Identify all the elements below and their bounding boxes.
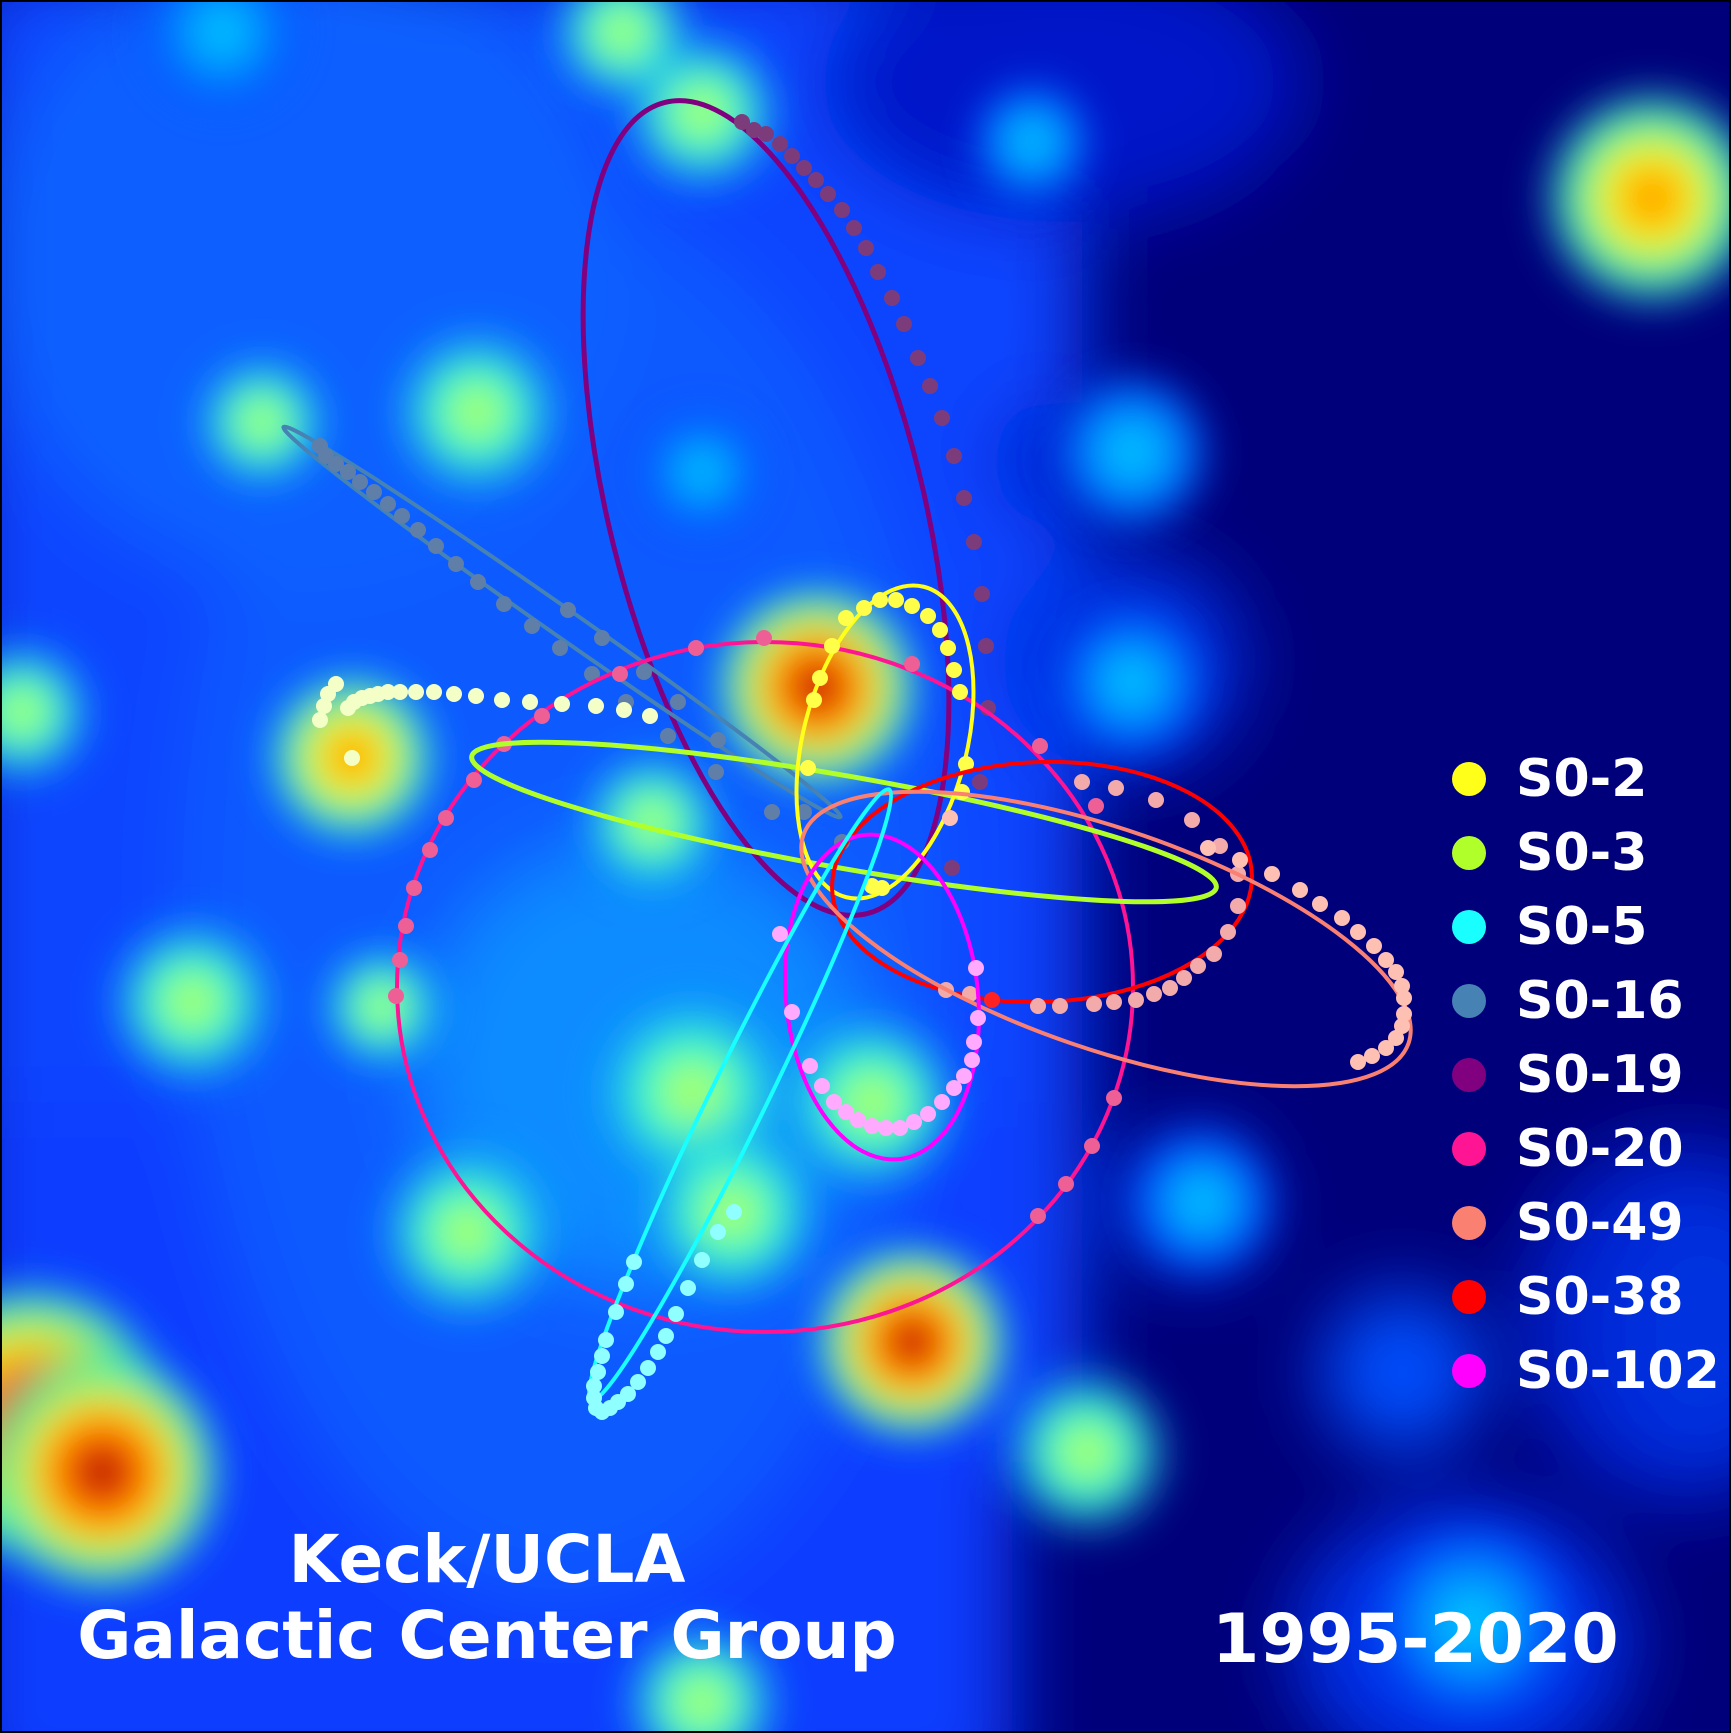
- legend-marker: [1452, 910, 1486, 944]
- legend-item: S0-19: [1452, 1038, 1720, 1112]
- legend-item: S0-49: [1452, 1186, 1720, 1260]
- legend-label: S0-16: [1516, 971, 1684, 1031]
- orbit-s0-49-points: [942, 810, 1412, 1070]
- legend-label: S0-19: [1516, 1045, 1684, 1105]
- legend-label: S0-49: [1516, 1193, 1684, 1253]
- legend: S0-2 S0-3 S0-5 S0-16 S0-19 S0-20 S0-49 S…: [1452, 742, 1720, 1408]
- legend-item: S0-3: [1452, 816, 1720, 890]
- credit-text: Keck/UCLA Galactic Center Group: [72, 1522, 902, 1674]
- orbit-s0-3-points: [312, 676, 658, 766]
- legend-item: S0-5: [1452, 890, 1720, 964]
- year-range: 1995-2020: [1212, 1600, 1619, 1679]
- orbit-s0-38-points: [938, 774, 1246, 1014]
- legend-marker: [1452, 984, 1486, 1018]
- orbit-s0-19: [580, 98, 952, 918]
- orbit-s0-2-points: [800, 592, 974, 896]
- legend-marker: [1452, 1280, 1486, 1314]
- legend-label: S0-20: [1516, 1119, 1684, 1179]
- legend-item: S0-38: [1452, 1260, 1720, 1334]
- credit-line-1: Keck/UCLA: [288, 1521, 686, 1598]
- legend-label: S0-102: [1516, 1341, 1720, 1401]
- legend-label: S0-5: [1516, 897, 1648, 957]
- legend-marker: [1452, 836, 1486, 870]
- credit-line-2: Galactic Center Group: [77, 1597, 897, 1674]
- legend-label: S0-2: [1516, 749, 1648, 809]
- orbit-s0-5-points: [586, 1204, 742, 1420]
- legend-label: S0-38: [1516, 1267, 1684, 1327]
- orbit-s0-49: [799, 789, 1413, 1089]
- orbit-s0-16-points: [312, 438, 850, 850]
- orbit-s0-38: [830, 759, 1254, 1005]
- orbit-s0-20-points: [388, 630, 1122, 1224]
- legend-marker: [1452, 1206, 1486, 1240]
- legend-marker: [1452, 762, 1486, 796]
- legend-marker: [1452, 1058, 1486, 1092]
- legend-item: S0-102: [1452, 1334, 1720, 1408]
- legend-label: S0-3: [1516, 823, 1648, 883]
- orbit-s0-102-points: [772, 926, 986, 1136]
- orbit-s0-19-points: [734, 114, 996, 876]
- legend-item: S0-16: [1452, 964, 1720, 1038]
- orbit-s0-3: [469, 739, 1219, 905]
- legend-item: S0-2: [1452, 742, 1720, 816]
- legend-item: S0-20: [1452, 1112, 1720, 1186]
- legend-marker: [1452, 1354, 1486, 1388]
- legend-marker: [1452, 1132, 1486, 1166]
